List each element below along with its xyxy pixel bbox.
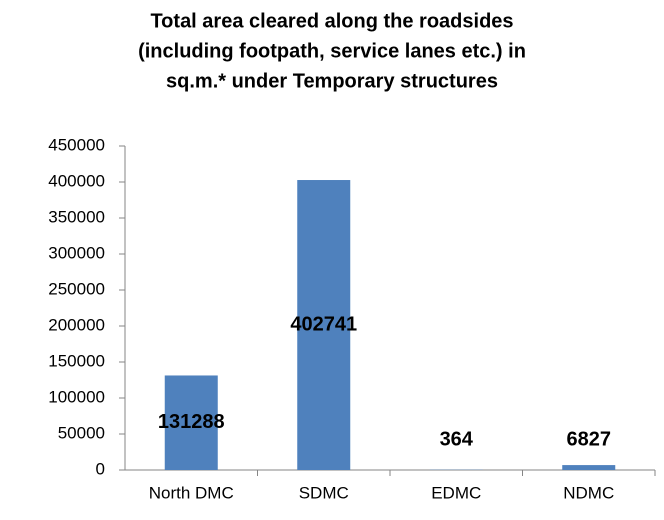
bar [297, 180, 351, 470]
x-tick-label: North DMC [149, 483, 234, 502]
x-tick-label: EDMC [431, 483, 481, 502]
data-label: 402741 [290, 313, 357, 335]
y-tick-label: 200000 [48, 315, 105, 334]
y-tick-label: 450000 [48, 135, 105, 154]
x-tick-label: NDMC [563, 483, 614, 502]
y-tick-label: 250000 [48, 279, 105, 298]
y-tick-label: 0 [96, 459, 105, 478]
y-tick-label: 400000 [48, 171, 105, 190]
bar [164, 375, 218, 470]
chart-title: sq.m.* under Temporary structures [166, 70, 498, 92]
y-tick-label: 350000 [48, 207, 105, 226]
data-label: 131288 [158, 411, 225, 433]
data-label: 364 [440, 428, 474, 450]
y-tick-label: 50000 [58, 423, 105, 442]
y-tick-label: 100000 [48, 387, 105, 406]
data-label: 6827 [567, 428, 612, 450]
chart-title: Total area cleared along the roadsides [150, 10, 513, 32]
y-tick-label: 150000 [48, 351, 105, 370]
y-tick-label: 300000 [48, 243, 105, 262]
chart-title: (including footpath, service lanes etc.)… [138, 40, 526, 62]
bar [562, 465, 616, 470]
x-tick-label: SDMC [299, 483, 349, 502]
